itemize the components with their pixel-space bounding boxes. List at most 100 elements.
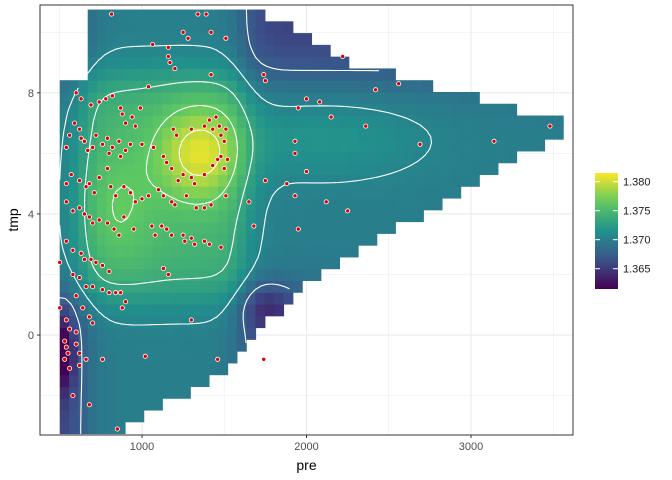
heatmap-tile	[152, 209, 163, 223]
heatmap-tile	[246, 245, 257, 258]
heatmap-tile	[432, 103, 443, 117]
heatmap-tile	[274, 115, 285, 128]
heatmap-tile	[78, 315, 89, 329]
data-point	[183, 193, 189, 199]
heatmap-tile	[134, 362, 145, 376]
heatmap-tile	[115, 256, 126, 270]
heatmap-tile	[339, 56, 350, 70]
data-point	[90, 320, 96, 326]
heatmap-tile	[143, 150, 154, 164]
heatmap-tile	[227, 150, 238, 164]
heatmap-tile	[367, 233, 378, 246]
heatmap-tile	[358, 186, 368, 199]
heatmap-tile	[497, 139, 508, 152]
heatmap-tile	[386, 68, 396, 81]
heatmap-tile	[236, 315, 247, 329]
heatmap-tile	[292, 197, 303, 211]
heatmap-tile	[302, 44, 313, 58]
data-point	[167, 60, 173, 66]
heatmap-tile	[171, 256, 182, 270]
heatmap-tile	[97, 280, 107, 293]
heatmap-tile	[78, 280, 89, 293]
data-point	[62, 338, 68, 344]
heatmap-tile	[78, 162, 89, 176]
heatmap-tile	[106, 115, 117, 128]
data-point	[129, 114, 135, 120]
heatmap-tile	[78, 103, 89, 117]
heatmap-tile	[97, 68, 107, 81]
heatmap-tile	[78, 256, 89, 270]
heatmap-tile	[180, 9, 191, 22]
heatmap-tile	[59, 280, 70, 293]
heatmap-tile	[78, 398, 89, 411]
heatmap-tile	[311, 162, 322, 176]
heatmap-tile	[255, 209, 266, 223]
heatmap-tile	[432, 127, 443, 140]
heatmap-tile	[274, 292, 285, 305]
heatmap-tile	[227, 233, 238, 246]
data-point	[67, 326, 73, 332]
heatmap-tile	[386, 150, 396, 164]
heatmap-tile	[124, 162, 135, 176]
heatmap-tile	[423, 80, 434, 93]
heatmap-tile	[330, 256, 341, 270]
heatmap-tile	[311, 44, 322, 58]
heatmap-tile	[190, 115, 201, 128]
heatmap-tile	[69, 127, 79, 140]
heatmap-tile	[162, 33, 173, 46]
heatmap-tile	[348, 162, 359, 176]
heatmap-tile	[152, 233, 163, 246]
data-point	[80, 305, 86, 311]
heatmap-tile	[134, 115, 145, 128]
heatmap-tile	[87, 398, 98, 411]
heatmap-tile	[78, 421, 89, 435]
heatmap-tile	[264, 256, 275, 270]
heatmap-tile	[59, 221, 70, 234]
heatmap-tile	[208, 362, 219, 376]
heatmap-tile	[78, 174, 89, 187]
heatmap-tile	[199, 209, 210, 223]
heatmap-tile	[386, 209, 396, 223]
heatmap-tile	[97, 221, 107, 234]
heatmap-tile	[236, 303, 247, 317]
heatmap-tile	[376, 115, 387, 128]
heatmap-tile	[376, 80, 387, 93]
heatmap-tile	[106, 162, 117, 176]
heatmap-tile	[190, 68, 201, 81]
heatmap-tile	[236, 256, 247, 270]
heatmap-tile	[190, 374, 201, 387]
heatmap-tile	[218, 280, 229, 293]
heatmap-tile	[292, 68, 303, 81]
heatmap-tile	[441, 115, 452, 128]
heatmap-tile	[432, 162, 443, 176]
heatmap-tile	[190, 303, 201, 317]
heatmap-tile	[143, 186, 154, 199]
heatmap-tile	[236, 245, 247, 258]
heatmap-tile	[78, 245, 89, 258]
heatmap-tile	[339, 150, 350, 164]
data-point	[261, 356, 267, 362]
data-point	[215, 356, 221, 362]
heatmap-tile	[87, 68, 98, 81]
heatmap-tile	[358, 115, 368, 128]
heatmap-tile	[115, 162, 126, 176]
heatmap-tile	[152, 315, 163, 329]
data-point	[93, 132, 99, 138]
heatmap-tile	[227, 197, 238, 211]
heatmap-tile	[208, 9, 219, 22]
data-point	[73, 341, 79, 347]
heatmap-tile	[246, 197, 257, 211]
heatmap-tile	[246, 21, 257, 34]
heatmap-tile	[97, 292, 107, 305]
heatmap-tile	[516, 139, 527, 152]
data-point	[76, 126, 82, 132]
heatmap-tile	[143, 209, 154, 223]
heatmap-tile	[218, 362, 229, 376]
heatmap-tile	[376, 221, 387, 234]
heatmap-tile	[218, 127, 229, 140]
data-point	[223, 193, 229, 199]
axes: 1000 2000 3000 0 4 8	[28, 88, 483, 453]
heatmap-tile	[218, 115, 229, 128]
heatmap-tile	[199, 56, 210, 70]
heatmap-tile	[376, 197, 387, 211]
